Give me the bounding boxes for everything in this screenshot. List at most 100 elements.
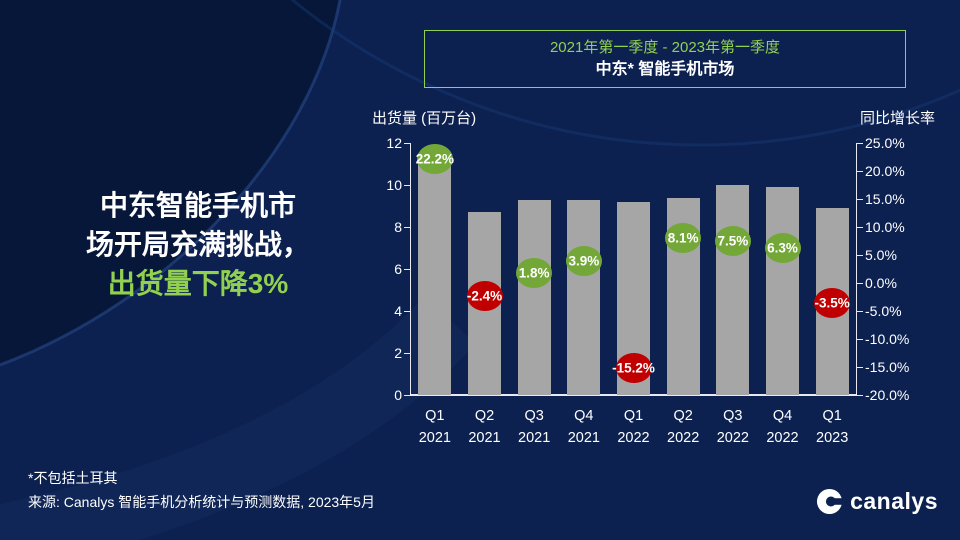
x-category-label: Q1 2022 <box>609 405 659 449</box>
footnote-source: 来源: Canalys 智能手机分析统计与预测数据, 2023年5月 <box>28 494 375 510</box>
x-year-label: 2023 <box>816 430 849 446</box>
y-tick-mark-right <box>857 338 863 340</box>
y-tick-mark-right <box>857 254 863 256</box>
y-tick-label-right: 15.0% <box>865 191 905 207</box>
x-year-label: 2021 <box>518 430 551 446</box>
headline: 中东智能手机市 场开局充满挑战， 出货量下降3% <box>18 186 378 303</box>
y-tick-label-right: 20.0% <box>865 163 905 179</box>
x-year-label: 2022 <box>617 430 650 446</box>
growth-point-positive <box>565 246 602 277</box>
y-tick-label-right: -10.0% <box>865 331 910 347</box>
x-year-label: 2021 <box>567 430 600 446</box>
y-tick-mark-right <box>857 310 863 312</box>
growth-point-negative <box>615 353 652 384</box>
plot-area: 22.2% -2.4% 1.8% 3.9% -15.2% 8.1% 7.5% 6.3% -3.5… <box>404 142 863 396</box>
x-category-label: Q3 2021 <box>509 405 559 449</box>
y-tick-mark-left <box>404 226 410 228</box>
growth-label: -15.2% <box>612 360 655 376</box>
y-tick-label-right: -5.0% <box>865 303 902 319</box>
x-year-label: 2022 <box>766 430 799 446</box>
growth-point-negative <box>814 287 851 318</box>
left-axis-title: 出货量 (百万台) <box>372 110 477 127</box>
growth-point-positive <box>665 222 702 253</box>
shipment-bar <box>567 199 601 395</box>
chart-title: 中东* 智能手机市场 <box>595 61 735 78</box>
y-tick-mark-left <box>404 268 410 270</box>
x-category-label: Q2 2021 <box>460 405 510 449</box>
y-tick-mark-right <box>857 282 863 284</box>
growth-point-positive <box>764 232 801 263</box>
x-year-label: 2021 <box>418 430 451 446</box>
x-year-label: 2022 <box>667 430 700 446</box>
right-axis-line <box>856 143 857 395</box>
left-axis-line <box>410 143 411 395</box>
y-tick-label-right: -15.0% <box>865 359 910 375</box>
y-tick-label-left: 2 <box>394 345 402 361</box>
growth-label: 6.3% <box>767 240 798 256</box>
y-tick-label-left: 8 <box>394 219 402 235</box>
headline-line1: 中东智能手机市 <box>99 190 296 221</box>
canalys-logo-text: canalys <box>850 488 938 514</box>
y-tick-label-left: 4 <box>394 303 402 319</box>
y-tick-label-right: 10.0% <box>865 219 905 235</box>
growth-point-positive <box>516 257 553 288</box>
x-quarter-label: Q2 <box>673 408 693 424</box>
x-category-label: Q3 2022 <box>708 405 758 449</box>
y-tick-mark-left <box>404 352 410 354</box>
x-axis-labels: Q1 2021 Q2 2021 Q3 2021 Q4 2021 Q1 2022 Q2 2022 Q3 20… <box>410 405 857 455</box>
y-tick-mark-left <box>404 310 410 312</box>
growth-point-negative <box>466 281 503 312</box>
y-tick-mark-right <box>857 198 863 200</box>
x-axis-line <box>410 394 857 396</box>
y-tick-mark-right <box>857 366 863 368</box>
y-tick-label-right: 0.0% <box>865 275 897 291</box>
y-tick-mark-left <box>404 184 410 186</box>
growth-point-positive <box>416 143 453 174</box>
chart-period: 2021年第一季度 - 2023年第一季度 <box>549 39 781 56</box>
x-category-label: Q4 2022 <box>758 405 808 449</box>
y-axis-right: 25.0% 20.0% 15.0% 10.0% 5.0% 0.0% -5.0% -10.0% -… <box>865 135 940 403</box>
canalys-logo-icon <box>817 488 844 515</box>
chart-title-box: 2021年第一季度 - 2023年第一季度 中东* 智能手机市场 <box>424 30 906 88</box>
x-quarter-label: Q2 <box>474 408 495 424</box>
canalys-logo: canalys <box>816 488 938 515</box>
x-category-label: Q2 2022 <box>658 405 708 449</box>
x-category-label: Q1 2023 <box>807 405 857 449</box>
x-year-label: 2022 <box>716 430 749 446</box>
growth-label: 1.8% <box>518 265 550 281</box>
growth-label: 22.2% <box>415 151 454 167</box>
x-quarter-label: Q4 <box>772 408 793 424</box>
growth-label: -2.4% <box>466 288 503 304</box>
y-tick-mark-right <box>857 394 863 396</box>
headline-line2: 场开局充满挑战， <box>85 229 310 260</box>
y-tick-label-left: 6 <box>394 261 402 277</box>
x-quarter-label: Q1 <box>623 408 644 424</box>
y-tick-label-left: 12 <box>386 135 402 151</box>
y-tick-label-right: -20.0% <box>865 387 910 403</box>
x-quarter-label: Q3 <box>723 408 743 424</box>
y-tick-mark-right <box>857 142 863 144</box>
footnote-note: *不包括土耳其 <box>28 470 118 486</box>
y-tick-label-right: 25.0% <box>865 135 905 151</box>
x-category-label: Q1 2021 <box>410 405 460 449</box>
y-tick-mark-left <box>404 394 410 396</box>
x-quarter-label: Q1 <box>822 408 842 424</box>
growth-label: 8.1% <box>667 230 699 246</box>
right-axis-title: 同比增长率 <box>859 110 935 127</box>
y-tick-label-left: 0 <box>394 387 402 403</box>
y-axis-left: 12 10 8 6 4 2 0 <box>352 135 402 403</box>
x-quarter-label: Q1 <box>425 408 445 424</box>
x-quarter-label: Q4 <box>574 408 594 424</box>
shipment-bar <box>418 159 452 395</box>
y-tick-mark-right <box>857 170 863 172</box>
x-category-label: Q4 2021 <box>559 405 609 449</box>
headline-line3: 出货量下降3% <box>107 268 289 299</box>
growth-label: -3.5% <box>814 295 850 311</box>
growth-label: 3.9% <box>568 253 600 269</box>
x-year-label: 2021 <box>468 430 501 446</box>
y-tick-mark-left <box>404 142 410 144</box>
growth-point-positive <box>714 226 751 256</box>
shipment-bar <box>766 187 799 395</box>
